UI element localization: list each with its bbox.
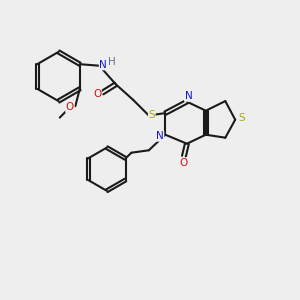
Text: N: N (184, 91, 192, 101)
Text: N: N (156, 131, 164, 141)
Text: H: H (108, 57, 116, 67)
Text: O: O (66, 102, 74, 112)
Text: O: O (180, 158, 188, 168)
Text: N: N (99, 60, 107, 70)
Text: S: S (148, 110, 155, 121)
Text: O: O (93, 89, 101, 99)
Text: S: S (238, 113, 245, 123)
